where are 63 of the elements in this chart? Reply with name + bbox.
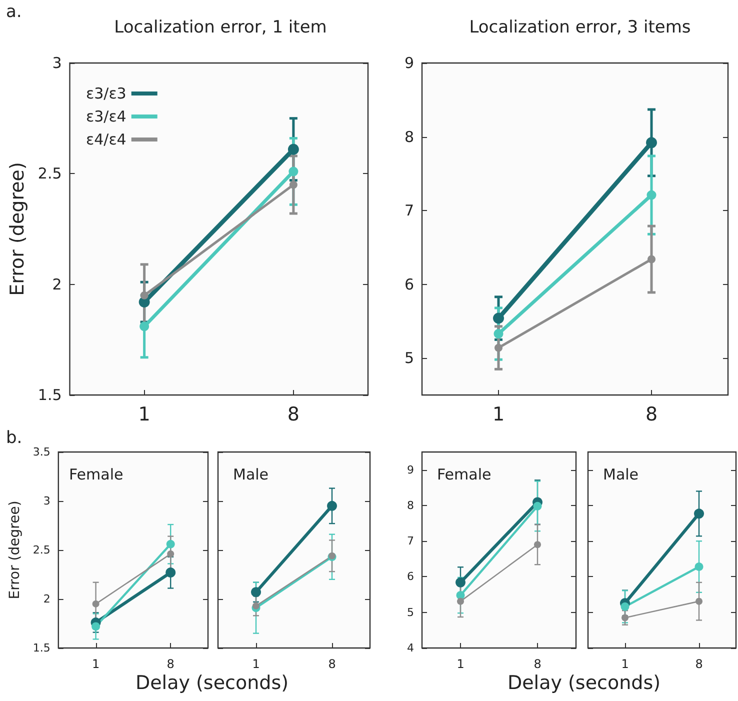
text: Female — [437, 466, 492, 484]
point — [493, 312, 504, 324]
chart-title: Localization error, 3 items — [469, 18, 691, 38]
point — [327, 500, 337, 511]
point — [694, 508, 704, 519]
text: Male — [233, 466, 269, 484]
x-tick-label: 8 — [645, 404, 658, 426]
x-tick-label: 8 — [695, 657, 703, 671]
legend-label: ε4/ε4 — [86, 130, 126, 148]
y-tick-label: 5 — [407, 606, 414, 619]
point — [696, 598, 702, 605]
legend-label: ε3/ε4 — [86, 108, 126, 126]
x-tick-label: 1 — [492, 404, 505, 426]
x-axis-title: Delay (seconds) — [135, 672, 289, 694]
x-tick-label: 8 — [166, 657, 174, 671]
text: a. — [6, 2, 22, 22]
y-tick-label: 2 — [43, 592, 50, 606]
y-tick-label: 1.5 — [32, 642, 50, 654]
y-tick-label: 9 — [407, 463, 414, 476]
point — [166, 540, 175, 548]
y-tick-label: 6 — [407, 570, 414, 584]
x-axis-title: Delay (seconds) — [507, 672, 661, 694]
y-axis-title: Error (degree) — [7, 500, 23, 600]
x-tick-label: 8 — [328, 657, 336, 671]
point — [288, 144, 299, 155]
point — [533, 502, 542, 510]
point — [288, 166, 298, 176]
point — [92, 600, 100, 608]
y-tick-label: 4 — [407, 642, 414, 654]
y-tick-label: 8 — [407, 498, 414, 512]
y-tick-label: 7 — [407, 534, 414, 548]
y-tick-label: 2.5 — [32, 544, 50, 556]
y-tick-label: 3.5 — [32, 446, 50, 458]
point — [494, 344, 502, 352]
x-tick-label: 1 — [252, 657, 260, 671]
y-tick-label: 7 — [404, 202, 414, 220]
x-tick-label: 1 — [92, 657, 100, 671]
y-tick-label: 2.5 — [38, 164, 62, 183]
y-tick-label: 9 — [404, 54, 414, 72]
point — [648, 255, 656, 264]
y-tick-label: 1.5 — [38, 386, 62, 404]
point — [534, 541, 541, 548]
point — [166, 568, 176, 578]
y-tick-label: 8 — [404, 128, 414, 146]
x-tick-label: 8 — [287, 404, 300, 426]
y-tick-label: 5 — [404, 349, 414, 368]
point — [646, 137, 657, 148]
y-tick-label: 3 — [52, 54, 62, 72]
x-tick-label: 8 — [534, 657, 542, 671]
text: Male — [603, 466, 639, 484]
chart-title: Localization error, 1 item — [114, 18, 327, 38]
x-tick-label: 1 — [621, 657, 629, 671]
y-axis-title: Error (degree) — [6, 162, 28, 296]
y-tick-label: 6 — [404, 275, 414, 294]
text: Female — [69, 466, 124, 484]
text: b. — [6, 428, 22, 448]
x-tick-label: 1 — [456, 657, 464, 671]
point — [646, 190, 656, 200]
y-tick-label: 2 — [52, 275, 62, 294]
y-tick-label: 3 — [43, 494, 50, 508]
x-tick-label: 1 — [138, 404, 150, 426]
legend-label: ε3/ε3 — [86, 84, 126, 102]
point — [694, 562, 704, 571]
